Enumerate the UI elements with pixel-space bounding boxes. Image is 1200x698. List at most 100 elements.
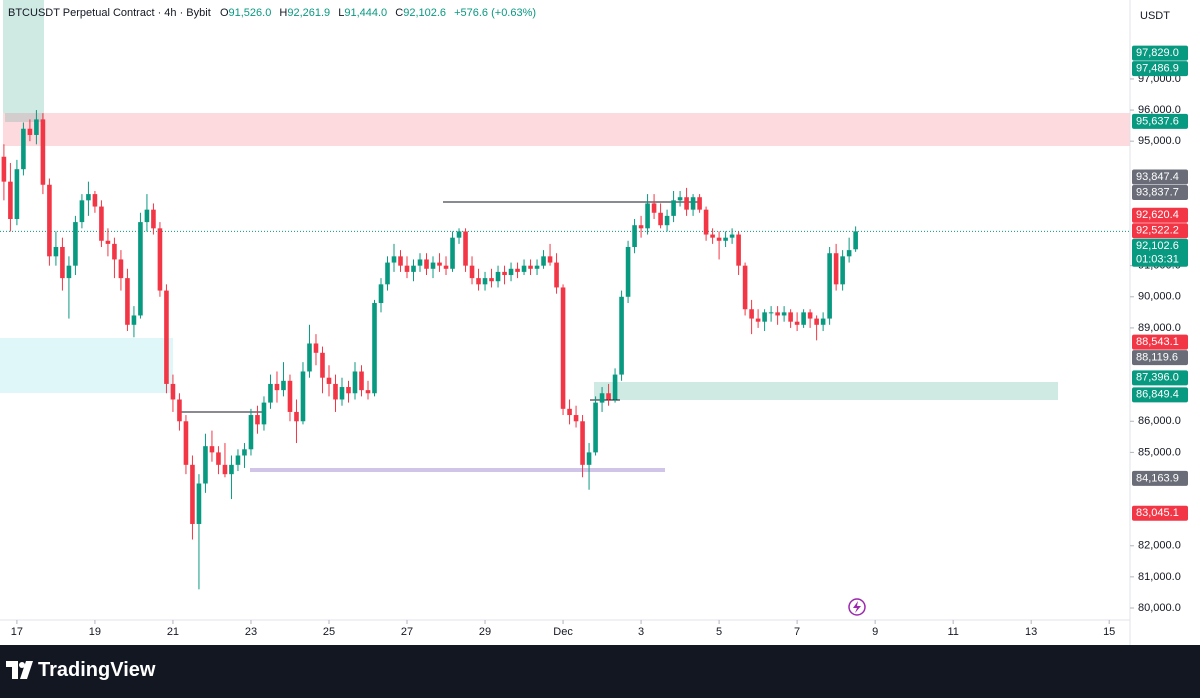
alert-icon[interactable] [848, 598, 866, 616]
zone [3, 113, 1130, 146]
candle-body [112, 243, 117, 260]
candle-body [762, 312, 767, 322]
candle-body [846, 250, 852, 257]
candle-body [131, 315, 137, 325]
price-label [1132, 470, 1188, 486]
candle-body [463, 231, 468, 266]
candle-body [144, 209, 150, 223]
price-label [1132, 370, 1188, 386]
ohlc-value: 92,102.6 [403, 7, 447, 19]
price-label-text: 92,620.4 [1136, 209, 1179, 221]
candle-body [359, 371, 364, 391]
candle-body [632, 225, 637, 247]
price-label [1132, 505, 1188, 521]
candle-body [372, 303, 377, 394]
candle-body [417, 259, 423, 266]
candle-body [34, 119, 39, 135]
price-label-text: 88,543.1 [1136, 336, 1179, 348]
candle-body [827, 253, 832, 319]
zone [3, 0, 44, 113]
zone [5, 113, 44, 122]
candle-body [320, 352, 325, 378]
candle-body [521, 265, 527, 272]
axis-unit: USDT [1140, 10, 1170, 22]
candle-body [222, 464, 228, 475]
candle-body [664, 215, 670, 226]
price-label-text: 97,486.9 [1136, 63, 1179, 75]
symbol: BTCUSDT Perpetual Contract · 4h · Bybit [8, 7, 211, 19]
y-tick-label: 85,000.0 [1138, 446, 1181, 458]
candle-body [456, 231, 462, 238]
chart: USDT 97,000.096,000.095,000.091,000.090,… [0, 0, 1188, 645]
candle-body [476, 278, 481, 285]
candle-body [599, 393, 605, 403]
candle-body [196, 483, 202, 524]
candle-body [547, 256, 553, 263]
candle-body [677, 197, 683, 201]
price-label [1132, 185, 1188, 201]
candle-body [729, 234, 735, 238]
candle-body [138, 222, 143, 316]
x-tick-label: 9 [872, 626, 878, 638]
ohlc-key: H [279, 7, 288, 19]
candle-body [229, 464, 234, 475]
price-label [1132, 223, 1188, 239]
price-label [1132, 387, 1188, 403]
candle-body [690, 197, 696, 210]
x-tick-label: Dec [553, 626, 573, 638]
candle-body [27, 128, 33, 135]
candle-body [840, 256, 845, 285]
candle-body [651, 203, 657, 213]
price-label-text: 97,829.0 [1136, 47, 1179, 59]
candle-body [534, 265, 540, 269]
y-tick-label: 96,000.0 [1138, 104, 1181, 116]
candle-body [716, 237, 722, 241]
candle-body [781, 312, 787, 316]
candle-body [443, 265, 449, 269]
price-label [1132, 45, 1188, 61]
candle-body [625, 246, 631, 297]
price-label-text: 88,119.6 [1136, 352, 1178, 364]
candle-body [385, 262, 390, 285]
candle-body [508, 268, 514, 276]
change: +576.6 (+0.63%) [454, 7, 537, 19]
candle-body [593, 402, 598, 453]
ohlc-key: L [338, 7, 345, 19]
candle-body [502, 271, 507, 276]
candle-body [73, 222, 78, 266]
price-label-text: 87,396.0 [1136, 372, 1179, 384]
candle-body [489, 278, 494, 282]
candle-body [794, 321, 800, 325]
x-tick-label: 11 [947, 626, 958, 638]
candle-body [580, 421, 585, 465]
candle-body [645, 203, 650, 229]
candle-body [183, 421, 189, 465]
candle-body [99, 206, 104, 241]
candle-body [833, 253, 839, 285]
y-tick-label: 89,000.0 [1138, 322, 1181, 334]
candle-body [216, 452, 221, 465]
candle-body [411, 265, 416, 272]
candle-body [742, 265, 748, 310]
x-tick-label: 21 [167, 626, 179, 638]
x-tick-label: 25 [323, 626, 335, 638]
brand: TradingView [38, 659, 156, 681]
y-tick-label: 80,000.0 [1138, 602, 1181, 614]
candle-body [235, 455, 241, 465]
candle-body [177, 399, 182, 422]
candle-body [21, 128, 26, 170]
x-tick-label: 17 [11, 626, 23, 638]
candle-body [60, 246, 65, 279]
candle-body [482, 278, 488, 285]
candle-body [775, 312, 780, 316]
y-tick-label: 82,000.0 [1138, 540, 1181, 552]
footer: TradingView [0, 645, 1200, 698]
price-label-text: 86,849.4 [1136, 389, 1179, 401]
candle-body [528, 265, 533, 269]
candle-body [684, 197, 689, 210]
candle-body [469, 265, 475, 279]
ohlc-key: C [395, 7, 404, 19]
candle-body [255, 415, 260, 425]
price-label-text: 92,102.6 [1136, 240, 1179, 252]
